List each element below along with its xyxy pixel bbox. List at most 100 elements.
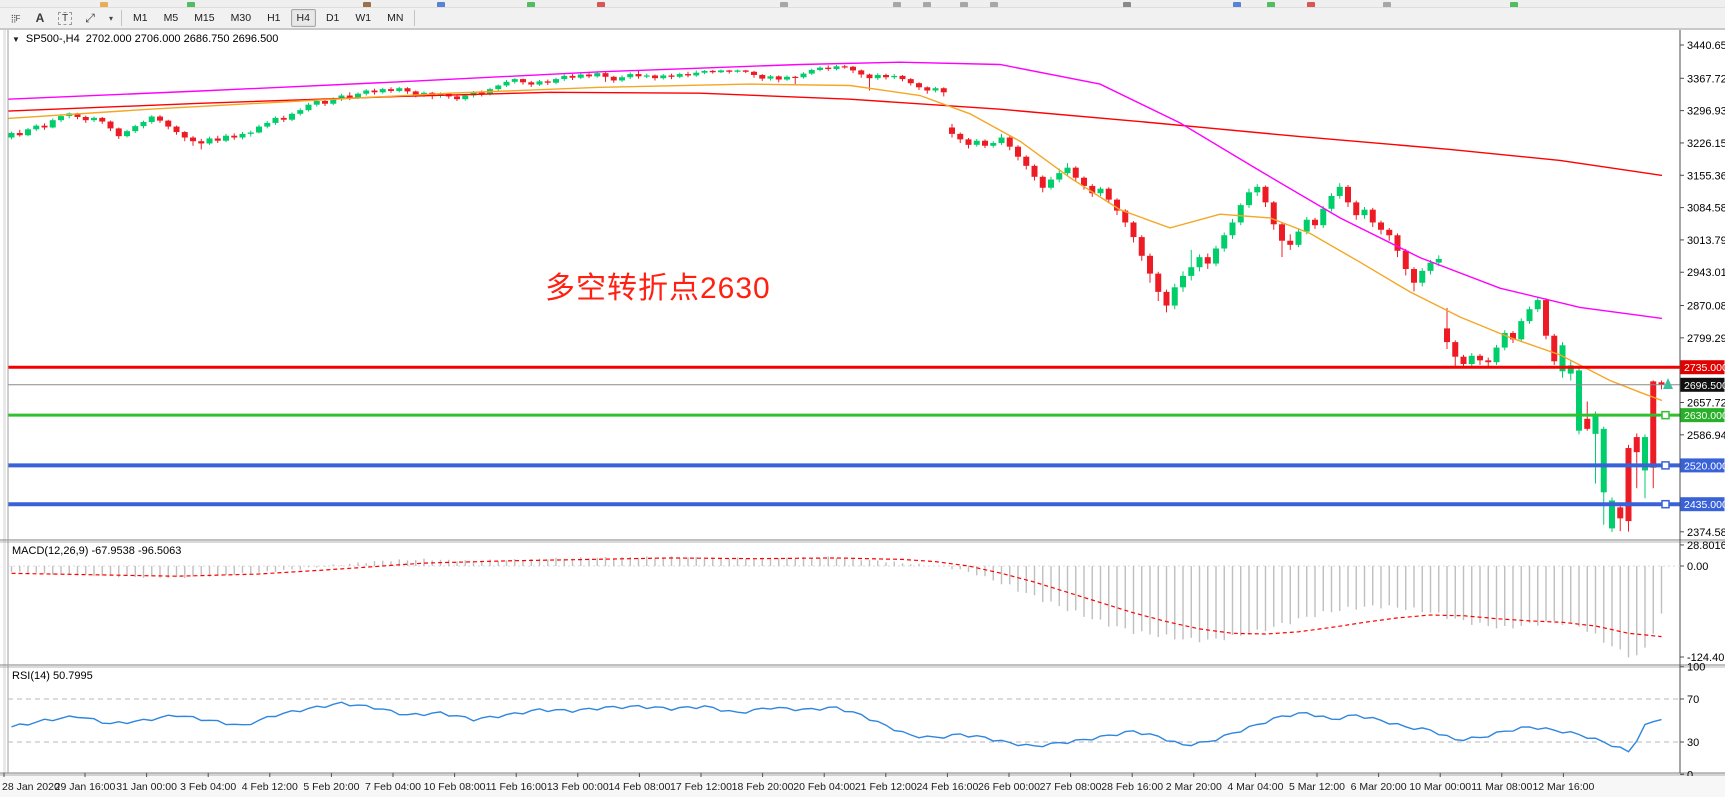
clipped-toolbar-icon <box>1123 2 1131 7</box>
candle <box>82 116 89 121</box>
text-a-icon[interactable]: A <box>35 11 45 25</box>
symbol-label: SP500-,H4 <box>25 33 80 45</box>
timeframe-button-h4[interactable]: H4 <box>290 9 316 27</box>
time-axis-label: 28 Feb 16:00 <box>1101 781 1163 793</box>
moving-average-line <box>7 83 1663 402</box>
candle <box>297 110 304 114</box>
timeframe-button-m30[interactable]: M30 <box>230 12 252 24</box>
candle <box>206 138 213 144</box>
clipped-toolbar-icon <box>363 2 371 7</box>
candle <box>1229 222 1236 236</box>
time-axis-label: 20 Feb 04:00 <box>793 781 855 793</box>
time-axis-label: 10 Mar 00:00 <box>1409 781 1471 793</box>
timeframe-button-m15[interactable]: M15 <box>194 12 215 24</box>
candle <box>734 70 741 72</box>
time-axis-label: 14 Feb 08:00 <box>608 781 670 793</box>
candle <box>536 81 543 85</box>
candle <box>602 73 609 77</box>
price-axis-label: 3226.150 <box>1687 138 1725 150</box>
candle <box>190 137 196 142</box>
clipped-toolbar-icon <box>923 2 931 7</box>
time-axis-label: 3 Feb 04:00 <box>180 781 236 793</box>
candle <box>1468 355 1475 365</box>
clipped-toolbar-icon <box>893 2 901 7</box>
line-handle[interactable] <box>1661 410 1670 420</box>
label-t-icon[interactable]: T <box>56 10 74 27</box>
timeframe-button-mn[interactable]: MN <box>387 12 404 24</box>
candle <box>1097 188 1104 194</box>
candle <box>850 66 856 71</box>
candle <box>1345 186 1351 203</box>
price-tag <box>1680 360 1725 375</box>
candle <box>462 95 469 100</box>
line-handle[interactable] <box>1661 499 1670 509</box>
candle <box>742 70 749 72</box>
candle <box>569 75 576 78</box>
candle <box>998 137 1005 144</box>
timeframe-button-w1[interactable]: W1 <box>355 12 372 24</box>
clipped-toolbar-icon <box>1383 2 1391 7</box>
toolbar-separator <box>121 10 122 26</box>
price-tag <box>1680 458 1725 473</box>
candle <box>1650 381 1657 468</box>
candle <box>610 76 617 81</box>
candle <box>1056 173 1063 180</box>
candle <box>940 88 947 93</box>
timeframe-bar: M1 M5 M15 M30 H1 H4 D1 W1 MN <box>127 9 409 27</box>
candle <box>916 83 922 88</box>
candle <box>841 66 848 68</box>
timeframe-button-m5[interactable]: M5 <box>163 12 179 24</box>
candle <box>16 132 23 136</box>
candle <box>1221 235 1228 249</box>
toolbar: ⣿F A T ⤢ ▾ M1 M5 M15 M30 H1 H4 D1 W1 MN <box>0 8 1725 29</box>
price-tag-text: 2630.000 <box>1684 410 1725 422</box>
candle <box>181 132 188 138</box>
line-handle[interactable] <box>1661 461 1670 470</box>
candle <box>866 74 873 79</box>
candle <box>346 95 353 98</box>
macd-indicator-label: MACD(12,26,9) -67.9538 -96.5063 <box>12 545 182 557</box>
candle <box>874 74 881 79</box>
grid-f-icon[interactable]: ⣿F <box>10 13 21 23</box>
candle <box>1402 250 1409 270</box>
symbol-dropdown-icon[interactable]: ▼ <box>12 34 20 44</box>
toolbar-separator <box>414 10 416 26</box>
candle <box>1485 360 1492 363</box>
clipped-toolbar-icon <box>1307 2 1315 7</box>
candle <box>957 133 964 140</box>
candle <box>404 88 411 92</box>
candle <box>503 81 510 86</box>
candle <box>660 75 667 79</box>
timeframe-button-h1[interactable]: H1 <box>267 12 281 24</box>
macd-signal-line <box>11 557 1662 638</box>
dropdown-caret-icon[interactable]: ▾ <box>108 13 113 23</box>
time-axis-label: 7 Feb 04:00 <box>365 781 421 793</box>
timeframe-button-m1[interactable]: M1 <box>133 12 148 24</box>
candle <box>792 76 799 79</box>
candle <box>1419 270 1426 283</box>
candle <box>313 101 320 105</box>
candle <box>1287 240 1294 245</box>
candle <box>1081 177 1087 186</box>
candle <box>1452 342 1459 357</box>
macd-axis-label: 0.00 <box>1687 561 1708 573</box>
candle <box>1609 500 1615 529</box>
chart-annotation-text[interactable]: 多空转折点2630 <box>545 272 771 305</box>
candle <box>454 96 460 100</box>
ohlc-values: 2702.000 2706.000 2686.750 2696.500 <box>85 33 279 45</box>
candle <box>41 125 48 128</box>
candle <box>1064 167 1071 174</box>
candle <box>1567 365 1574 374</box>
timeframe-button-d1[interactable]: D1 <box>325 12 340 24</box>
price-tag <box>1680 408 1725 423</box>
candle <box>808 69 815 74</box>
rsi-indicator-label: RSI(14) 50.7995 <box>12 670 93 682</box>
candle <box>1394 235 1401 251</box>
time-axis-label: 11 Feb 16:00 <box>486 781 547 793</box>
clipped-toolbar-icon <box>437 2 445 7</box>
toolbar-row-clipped <box>0 0 1725 8</box>
candle <box>124 131 130 137</box>
arrows-icon[interactable]: ⤢ <box>85 10 95 25</box>
